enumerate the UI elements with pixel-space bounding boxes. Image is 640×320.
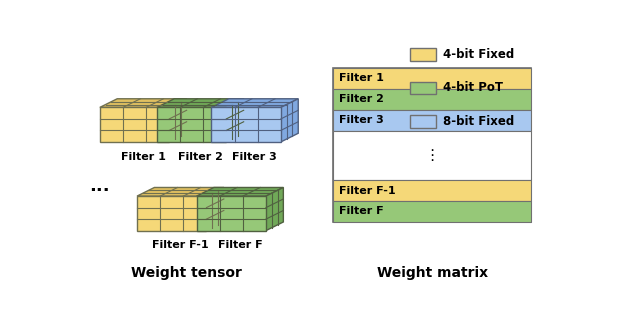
FancyBboxPatch shape: [333, 89, 531, 110]
FancyBboxPatch shape: [410, 115, 436, 128]
Polygon shape: [211, 99, 298, 108]
Text: Weight matrix: Weight matrix: [376, 266, 488, 280]
FancyBboxPatch shape: [333, 201, 531, 222]
FancyBboxPatch shape: [100, 108, 170, 142]
FancyBboxPatch shape: [137, 196, 207, 231]
Text: Filter 3: Filter 3: [339, 115, 384, 125]
Text: Weight tensor: Weight tensor: [131, 266, 242, 280]
Text: Filter 1: Filter 1: [121, 152, 166, 162]
FancyBboxPatch shape: [196, 196, 266, 231]
Text: Filter 3: Filter 3: [232, 152, 277, 162]
Text: 8-bit Fixed: 8-bit Fixed: [443, 115, 515, 128]
Text: Filter 2: Filter 2: [339, 94, 384, 104]
Text: ⋮: ⋮: [424, 148, 440, 163]
FancyBboxPatch shape: [333, 68, 531, 222]
Polygon shape: [207, 188, 224, 231]
Text: ...: ...: [90, 177, 110, 195]
Text: 4-bit PoT: 4-bit PoT: [443, 81, 503, 94]
Polygon shape: [137, 188, 224, 196]
Text: Filter F-1: Filter F-1: [339, 186, 396, 196]
Polygon shape: [196, 188, 284, 196]
FancyBboxPatch shape: [333, 110, 531, 131]
Polygon shape: [281, 99, 298, 142]
FancyBboxPatch shape: [333, 68, 531, 89]
Text: Filter F: Filter F: [218, 240, 262, 251]
FancyBboxPatch shape: [410, 48, 436, 61]
Polygon shape: [227, 99, 244, 142]
Polygon shape: [170, 99, 187, 142]
Text: Filter 2: Filter 2: [178, 152, 223, 162]
Polygon shape: [157, 99, 244, 108]
FancyBboxPatch shape: [333, 180, 531, 201]
FancyBboxPatch shape: [211, 108, 281, 142]
FancyBboxPatch shape: [333, 131, 531, 180]
FancyBboxPatch shape: [157, 108, 227, 142]
Text: Filter 1: Filter 1: [339, 73, 384, 84]
Polygon shape: [100, 99, 187, 108]
Text: 4-bit Fixed: 4-bit Fixed: [443, 48, 515, 61]
Text: Filter F-1: Filter F-1: [152, 240, 209, 251]
Text: Filter F: Filter F: [339, 206, 384, 217]
Polygon shape: [266, 188, 284, 231]
FancyBboxPatch shape: [410, 82, 436, 94]
